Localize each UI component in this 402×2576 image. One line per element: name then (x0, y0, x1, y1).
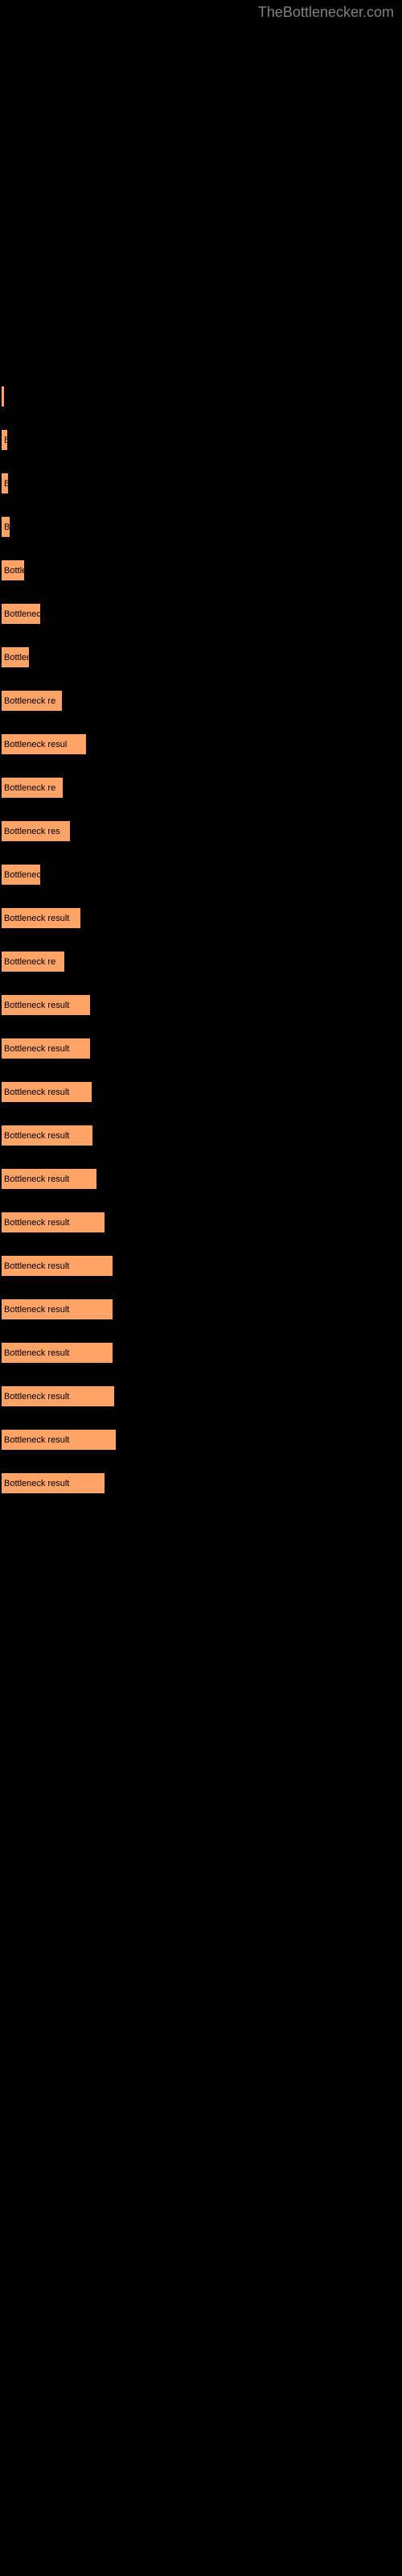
bar-row: Bottleneck result (2, 1256, 402, 1276)
chart-bar: Bottleneck result (2, 1256, 113, 1276)
bar-row: Bottleneck (2, 604, 402, 624)
bar-label: Bottlen (4, 653, 29, 663)
bar-row: Bottleneck re (2, 691, 402, 711)
bar-row: Bottleneck (2, 865, 402, 885)
chart-bar (2, 386, 4, 407)
bar-label: B (4, 436, 7, 445)
bar-row: Bottleneck result (2, 1125, 402, 1146)
bar-row: Bottleneck result (2, 1430, 402, 1450)
bar-label: Bottleneck result (4, 1088, 69, 1097)
chart-bar: Bottleneck re (2, 691, 62, 711)
chart-bar: Bottleneck result (2, 1125, 92, 1146)
chart-bar: Bottleneck result (2, 908, 80, 928)
bar-label: Bottleneck result (4, 1218, 69, 1228)
chart-bar: Bottleneck result (2, 1082, 92, 1102)
bar-row: Bottleneck res (2, 821, 402, 841)
bar-label: Bottleneck re (4, 783, 55, 793)
bar-row: Bottleneck re (2, 778, 402, 798)
bar-row: Bottleneck result (2, 995, 402, 1015)
bar-label: Bottleneck re (4, 957, 55, 967)
chart-bar: Bottleneck result (2, 1473, 105, 1493)
chart-bar: Bottleneck result (2, 1038, 90, 1059)
bar-label: Bottleneck (4, 870, 40, 880)
bar-row: Bottleneck result (2, 1038, 402, 1059)
chart-bar: Bottlen (2, 647, 29, 667)
chart-bar: B (2, 517, 10, 537)
bar-row: Bottleneck result (2, 1082, 402, 1102)
chart-bar: Bottleneck res (2, 821, 70, 841)
bar-row: Bottleneck result (2, 1386, 402, 1406)
bar-label: Bottleneck resul (4, 740, 67, 749)
bar-row: Bottleneck result (2, 1169, 402, 1189)
bar-row: B (2, 517, 402, 537)
bar-label: Bottleneck result (4, 914, 69, 923)
chart-bar: Bottleneck resul (2, 734, 86, 754)
bar-row (2, 386, 402, 407)
bar-label: Bottleneck res (4, 827, 60, 836)
bar-label: Bottleneck result (4, 1435, 69, 1445)
bar-row: Bottleneck result (2, 1299, 402, 1319)
bar-chart: B B B Bottlen Bottleneck Bottlen Bottleneck re… (0, 0, 402, 1493)
chart-bar: Bottleneck result (2, 995, 90, 1015)
bar-label: Bottleneck result (4, 1044, 69, 1054)
bar-row: B (2, 430, 402, 450)
bar-label: Bottleneck result (4, 1392, 69, 1402)
bar-label: Bottleneck result (4, 1479, 69, 1488)
bar-label: Bottlen (4, 566, 24, 576)
watermark-text: TheBottlenecker.com (258, 4, 394, 21)
bar-label: B (4, 479, 8, 489)
bar-row: Bottlen (2, 647, 402, 667)
bar-label: Bottleneck result (4, 1305, 69, 1315)
bar-row: Bottleneck re (2, 952, 402, 972)
chart-bar: Bottleneck re (2, 778, 63, 798)
chart-bar: Bottleneck result (2, 1299, 113, 1319)
bar-label: B (4, 522, 10, 532)
bar-label: Bottleneck result (4, 1261, 69, 1271)
bar-row: Bottleneck result (2, 908, 402, 928)
chart-bar: Bottleneck result (2, 1212, 105, 1232)
chart-bar: B (2, 473, 8, 493)
bar-row: Bottleneck result (2, 1473, 402, 1493)
chart-bar: Bottleneck result (2, 1430, 116, 1450)
bar-label: Bottleneck result (4, 1131, 69, 1141)
bar-row: Bottlen (2, 560, 402, 580)
bar-label: Bottleneck re (4, 696, 55, 706)
bar-label: Bottleneck result (4, 1001, 69, 1010)
bar-label: Bottleneck (4, 609, 40, 619)
chart-bar: Bottleneck (2, 865, 40, 885)
chart-bar: Bottleneck re (2, 952, 64, 972)
chart-bar: Bottlen (2, 560, 24, 580)
bar-row: Bottleneck result (2, 1343, 402, 1363)
chart-bar: Bottleneck (2, 604, 40, 624)
chart-bar: Bottleneck result (2, 1386, 114, 1406)
bar-row: Bottleneck result (2, 1212, 402, 1232)
bar-row: B (2, 473, 402, 493)
chart-bar: Bottleneck result (2, 1169, 96, 1189)
chart-bar: B (2, 430, 7, 450)
bar-label: Bottleneck result (4, 1348, 69, 1358)
bar-label: Bottleneck result (4, 1174, 69, 1184)
bar-row: Bottleneck resul (2, 734, 402, 754)
chart-bar: Bottleneck result (2, 1343, 113, 1363)
